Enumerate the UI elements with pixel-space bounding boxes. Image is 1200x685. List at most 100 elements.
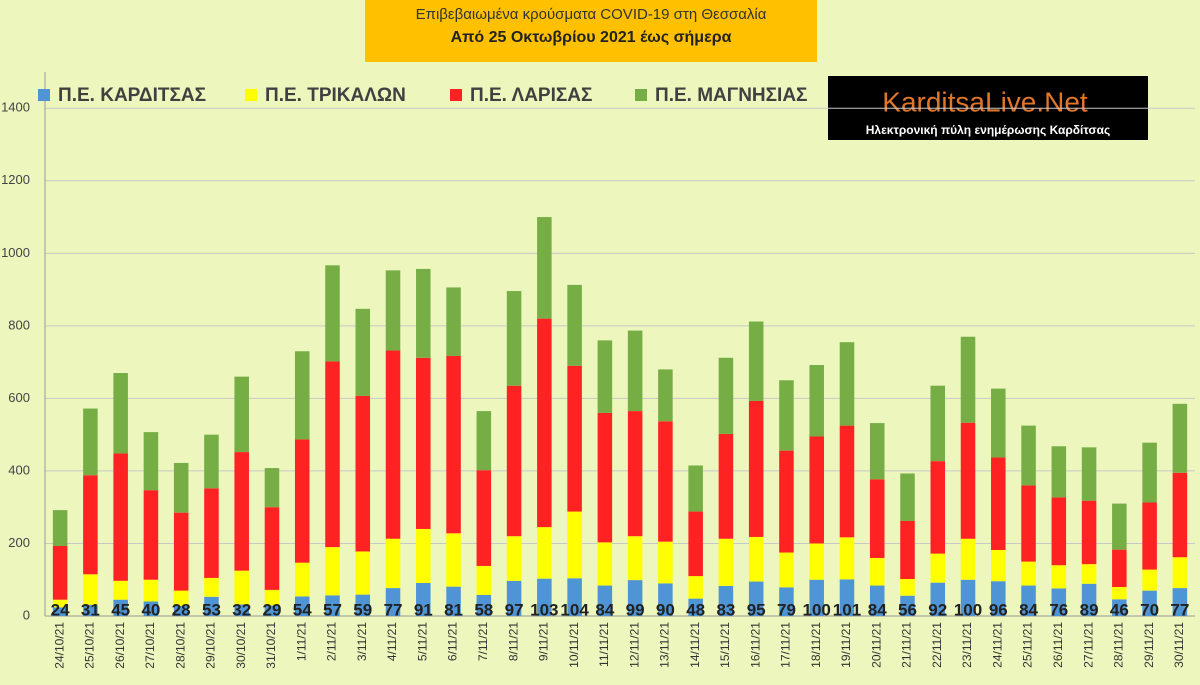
bar-segment	[446, 586, 461, 616]
data-label: 101	[833, 600, 861, 619]
bar-segment	[506, 291, 522, 386]
bar-segment	[1051, 565, 1067, 589]
bar-segment	[1051, 446, 1067, 498]
bar-segment	[1172, 557, 1188, 589]
x-tick-label: 28/11/21	[1112, 622, 1126, 668]
bar-segment	[294, 596, 310, 616]
chart-subtitle: Από 25 Οκτωβρίου 2021 έως σήμερα	[451, 29, 732, 46]
bar-segment	[173, 605, 189, 616]
data-label: 90	[656, 600, 675, 619]
x-tick-label: 26/11/21	[1051, 622, 1065, 668]
bar-segment	[839, 342, 855, 426]
x-tick-label: 16/11/21	[748, 622, 762, 668]
legend-label: Π.Ε. ΜΑΓΝΗΣΙΑΣ	[655, 85, 807, 106]
bar-segment	[1021, 485, 1036, 562]
bar-segment	[627, 536, 643, 581]
bar-segment	[960, 336, 976, 423]
bar-segment	[839, 579, 855, 616]
bar-segment	[748, 400, 764, 537]
bar-segment	[1021, 585, 1036, 616]
bar-segment	[52, 510, 68, 547]
bar-segment	[173, 512, 189, 591]
x-tick-label: 21/11/21	[900, 622, 914, 668]
x-tick-label: 13/11/21	[658, 622, 672, 668]
y-tick-label: 400	[8, 462, 30, 477]
x-tick-label: 19/11/21	[839, 622, 853, 668]
bar-segment	[597, 585, 613, 616]
x-tick-label: 7/11/21	[476, 622, 490, 661]
bar-segment	[143, 601, 159, 616]
bar-segment	[567, 365, 582, 512]
bar-segment	[264, 589, 280, 606]
bar-segment	[688, 576, 703, 599]
data-label: 83	[716, 600, 735, 619]
bar-segment	[325, 265, 340, 362]
bar-segment	[1112, 503, 1127, 550]
chart-title: Επιβεβαιωμένα κρούσματα COVID-19 στη Θεσ…	[416, 6, 767, 23]
bar-segment	[627, 411, 643, 537]
data-label: 103	[530, 600, 558, 619]
bar-segment	[416, 357, 431, 529]
bar-segment	[930, 582, 946, 616]
bar-segment	[1112, 599, 1127, 616]
bar-segment	[779, 587, 794, 616]
data-label: 54	[293, 600, 312, 619]
data-label: 24	[51, 600, 70, 619]
bar-segment	[748, 581, 764, 616]
bar-segment	[506, 385, 522, 537]
bar-segment	[567, 511, 582, 579]
data-label: 92	[928, 600, 947, 619]
x-tick-label: 14/11/21	[688, 622, 702, 668]
bar-segment	[355, 551, 371, 595]
bar-segment	[779, 450, 794, 553]
bar-segment	[355, 594, 371, 616]
bar-segment	[688, 598, 703, 616]
bar-segment	[506, 536, 522, 581]
data-label: 84	[868, 600, 887, 619]
bar-segment	[809, 543, 824, 580]
y-tick-label: 200	[8, 535, 30, 550]
bar-segment	[1081, 500, 1097, 565]
bar-segment	[658, 583, 673, 616]
bar-segment	[1021, 561, 1036, 586]
y-tick-label: 600	[8, 390, 30, 405]
bar-segment	[416, 582, 431, 616]
bar-segment	[960, 422, 976, 539]
y-tick-label: 1000	[1, 245, 30, 260]
bar-segment	[930, 553, 946, 583]
bar-segment	[204, 577, 219, 597]
data-label: 95	[747, 600, 766, 619]
bar-segment	[83, 408, 98, 476]
data-label: 77	[384, 600, 403, 619]
x-tick-label: 3/11/21	[355, 622, 369, 661]
y-tick-label: 1400	[1, 100, 30, 115]
data-label: 70	[1140, 600, 1159, 619]
bar-segment	[718, 357, 734, 434]
x-tick-label: 12/11/21	[627, 622, 641, 668]
bar-segment	[234, 452, 249, 571]
legend-swatch	[245, 89, 257, 101]
data-label: 100	[803, 600, 831, 619]
x-tick-label: 29/11/21	[1142, 622, 1156, 668]
x-tick-label: 17/11/21	[779, 622, 793, 668]
bar-segment	[476, 470, 492, 566]
x-tick-label: 18/11/21	[809, 622, 823, 668]
bar-segment	[688, 511, 703, 577]
bar-segment	[991, 457, 1006, 550]
bar-segment	[416, 528, 431, 583]
bar-segment	[234, 376, 249, 453]
x-tick-label: 15/11/21	[718, 622, 732, 668]
bar-segment	[930, 461, 946, 554]
x-tick-label: 26/10/21	[113, 622, 127, 669]
bar-segment	[869, 479, 885, 558]
bar-segment	[991, 581, 1006, 616]
bar-segment	[83, 604, 98, 616]
bar-segment	[294, 562, 310, 597]
bar-segment	[1142, 442, 1157, 503]
bar-segment	[809, 436, 824, 544]
data-label: 53	[202, 600, 221, 619]
x-tick-label: 24/11/21	[990, 622, 1004, 668]
bar-segment	[809, 579, 824, 616]
data-label: 100	[954, 600, 982, 619]
